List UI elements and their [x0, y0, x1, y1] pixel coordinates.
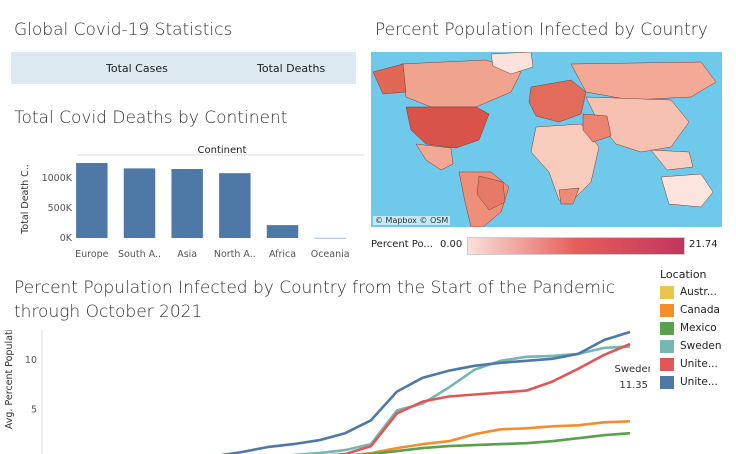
location-legend: Location Austr... Canada Mexico Sweden Unite…: [660, 268, 736, 391]
line-annotation-value: 11.35: [619, 380, 648, 391]
map-legend-min: 0.00: [440, 239, 463, 250]
line-series-1[interactable]: [112, 420, 631, 454]
line-chart-title: Percent Population Infected by Country f…: [14, 278, 616, 322]
map-color-legend: Percent Po... 0.00 21.74: [371, 236, 731, 258]
total-cases-header[interactable]: Total Cases: [106, 62, 168, 75]
line-series-4[interactable]: [112, 342, 631, 454]
line-series-3[interactable]: [112, 345, 631, 454]
map-region-middle-east[interactable]: [582, 113, 612, 143]
legend-item[interactable]: Sweden: [660, 337, 736, 355]
bar-category-label: Asia: [177, 249, 197, 260]
global-stats-table: Total Cases Total Deaths: [11, 52, 356, 84]
bar-3[interactable]: [219, 173, 251, 238]
line-annotation-name: Sweden: [614, 364, 650, 375]
legend-swatch: [660, 375, 674, 389]
line-series-2[interactable]: [112, 431, 631, 454]
legend-item[interactable]: Mexico: [660, 319, 736, 337]
world-map-shapes: [372, 52, 717, 227]
bar-y-tick-label: 0K: [60, 233, 73, 244]
legend-item[interactable]: Unite...: [660, 355, 736, 373]
bar-y-tick-label: 1000K: [42, 173, 73, 184]
legend-item-label: Sweden: [680, 340, 722, 352]
bar-y-tick-label: 500K: [48, 203, 73, 214]
location-legend-title: Location: [660, 268, 707, 281]
legend-item-label: Canada: [680, 304, 720, 316]
map-region-southeast-asia[interactable]: [650, 149, 694, 171]
bar-chart-header: Continent: [198, 145, 247, 156]
bar-2[interactable]: [171, 169, 203, 238]
legend-item[interactable]: Canada: [660, 301, 736, 319]
map-region-russia[interactable]: [570, 61, 717, 101]
bar-category-label: Europe: [75, 249, 109, 260]
infection-line-chart: Avg. Percent Population..0510Sweden11.35: [4, 330, 650, 454]
deaths-bar-chart: Continent Total Death C.. 0K 500K 1000K Europ…: [20, 145, 364, 260]
legend-swatch: [660, 339, 674, 353]
map-legend-max: 21.74: [689, 239, 718, 250]
legend-item-label: Unite...: [680, 358, 718, 370]
map-title: Percent Population Infected by Country: [375, 20, 708, 40]
bar-category-label: Africa: [269, 249, 296, 260]
legend-item[interactable]: Unite...: [660, 373, 736, 391]
global-stats-title: Global Covid-19 Statistics: [14, 20, 233, 40]
map-region-mexico[interactable]: [415, 143, 454, 171]
map-region-europe[interactable]: [528, 79, 587, 123]
map-region-usa[interactable]: [405, 106, 490, 149]
line-y-axis-label: Avg. Percent Population..: [4, 330, 15, 429]
legend-item-label: Austr...: [680, 286, 717, 298]
bar-category-label: Oceania: [311, 249, 350, 260]
infection-world-map[interactable]: © Mapbox © OSM: [371, 52, 722, 227]
line-y-tick-label: 5: [31, 404, 37, 415]
bar-0[interactable]: [76, 163, 108, 238]
map-legend-label: Percent Po...: [371, 239, 433, 250]
legend-item-label: Mexico: [680, 322, 717, 334]
map-region-canada[interactable]: [400, 59, 522, 108]
map-region-greenland[interactable]: [490, 52, 534, 75]
legend-swatch: [660, 303, 674, 317]
legend-swatch: [660, 285, 674, 299]
legend-swatch: [660, 321, 674, 335]
map-legend-gradient: [467, 237, 685, 255]
map-credit: © Mapbox © OSM: [373, 216, 451, 225]
map-region-alaska[interactable]: [372, 63, 407, 95]
bar-category-label: North A..: [214, 249, 256, 260]
map-region-brazil[interactable]: [476, 175, 506, 211]
bar-category-label: South A..: [118, 249, 161, 260]
map-region-australia[interactable]: [660, 173, 714, 208]
bar-1[interactable]: [123, 168, 156, 238]
total-deaths-header[interactable]: Total Deaths: [257, 62, 326, 75]
legend-swatch: [660, 357, 674, 371]
line-series-5[interactable]: [112, 330, 631, 454]
deaths-by-continent-title: Total Covid Deaths by Continent: [14, 108, 288, 128]
bar-4[interactable]: [266, 225, 299, 238]
map-region-south-africa[interactable]: [558, 187, 580, 205]
legend-item[interactable]: Austr...: [660, 283, 736, 301]
bar-y-axis-label: Total Death C..: [20, 164, 31, 235]
bar-5[interactable]: [314, 237, 346, 239]
legend-item-label: Unite...: [680, 376, 718, 388]
line-y-tick-label: 10: [25, 355, 37, 366]
